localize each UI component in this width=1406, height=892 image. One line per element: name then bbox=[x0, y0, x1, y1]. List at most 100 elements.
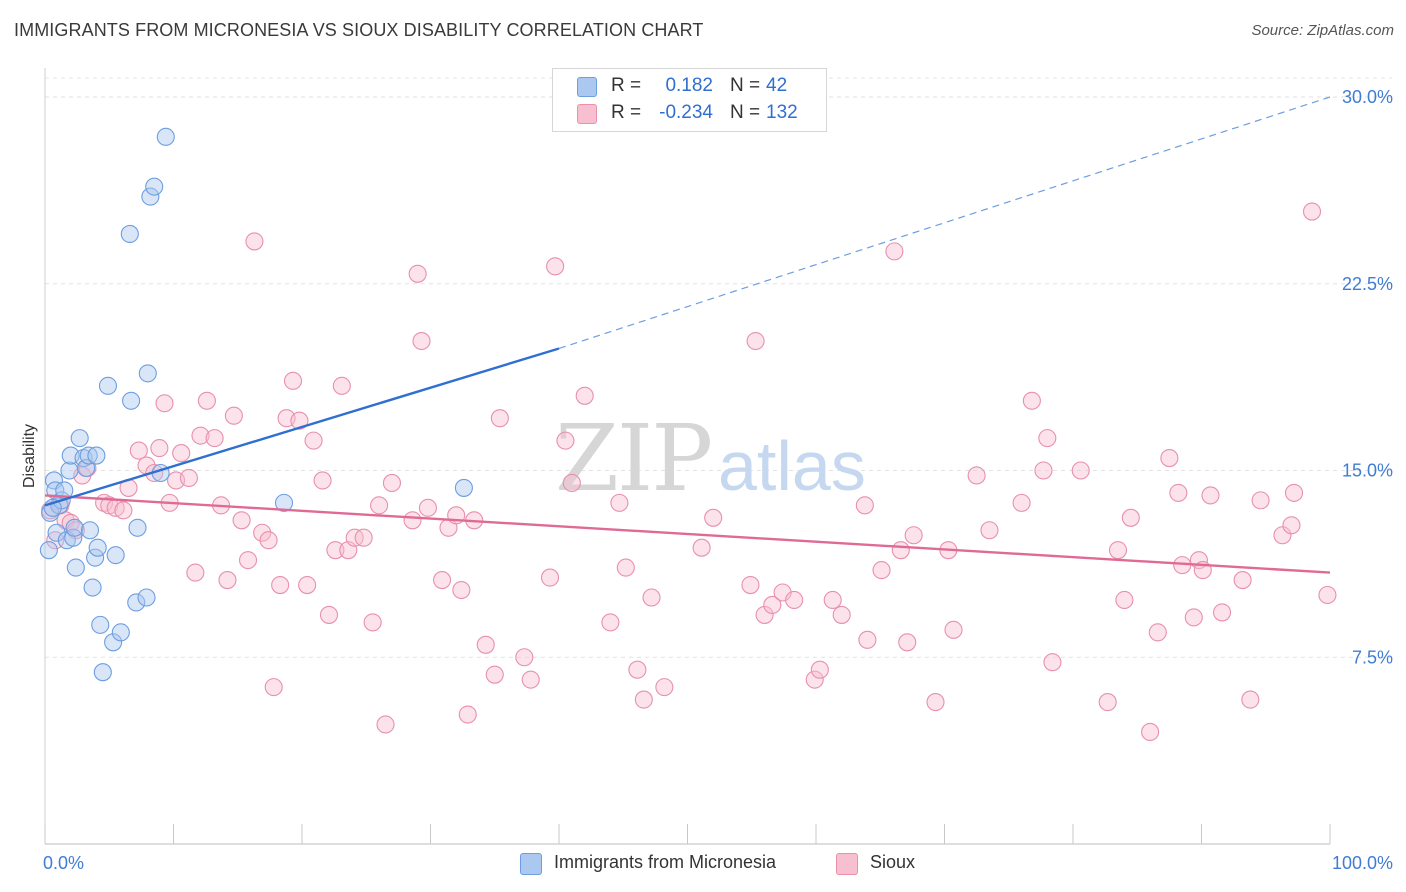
tick-labels: 7.5% 15.0% 22.5% 30.0% 0.0% 100.0% bbox=[43, 87, 1393, 873]
sioux-point bbox=[855, 496, 874, 515]
legend-item-micronesia[interactable]: Immigrants from Micronesia bbox=[520, 851, 810, 875]
sioux-point bbox=[1148, 623, 1167, 642]
micronesia-point bbox=[80, 521, 100, 540]
sioux-point bbox=[1022, 391, 1041, 410]
sioux-point bbox=[872, 561, 891, 580]
sioux-point bbox=[1273, 526, 1292, 545]
sioux-point bbox=[832, 605, 851, 624]
sioux-point bbox=[904, 526, 923, 545]
micronesia-point bbox=[274, 493, 294, 512]
sioux-point bbox=[326, 541, 345, 560]
sioux-legend-swatch bbox=[836, 853, 858, 875]
sioux-point bbox=[891, 541, 910, 560]
micronesia-point bbox=[98, 376, 118, 395]
r-label: R = bbox=[611, 75, 642, 96]
sioux-point bbox=[433, 571, 452, 590]
stats-row-micronesia: R = 0.182 N = 42 bbox=[553, 74, 826, 100]
n-value: 132 bbox=[766, 102, 798, 123]
sioux-point bbox=[642, 588, 661, 607]
sioux-point bbox=[746, 331, 765, 351]
sioux-point bbox=[1071, 461, 1090, 480]
sioux-point bbox=[1160, 448, 1179, 468]
micronesia-point bbox=[122, 391, 141, 410]
sioux-point bbox=[485, 665, 504, 684]
sioux-point bbox=[785, 590, 804, 610]
micronesia-point bbox=[128, 518, 147, 537]
micronesia-point bbox=[88, 538, 107, 557]
sioux-point bbox=[1038, 429, 1057, 448]
sioux-point bbox=[418, 498, 437, 517]
sioux-point bbox=[245, 232, 264, 251]
sioux-point bbox=[1318, 585, 1337, 605]
r-value: 0.182 bbox=[665, 75, 713, 96]
sioux-point bbox=[232, 511, 251, 530]
sioux-point bbox=[944, 620, 963, 639]
micronesia-trend-line bbox=[44, 347, 560, 507]
sioux-point bbox=[354, 528, 373, 547]
sioux-point bbox=[452, 580, 471, 600]
sioux-point bbox=[412, 331, 431, 351]
sioux-point bbox=[376, 715, 395, 734]
sioux-point bbox=[634, 690, 653, 709]
watermark: ZIP atlas bbox=[555, 405, 866, 512]
sioux-point bbox=[704, 508, 723, 527]
sioux-point bbox=[692, 538, 711, 557]
sioux-point bbox=[186, 563, 205, 582]
sioux-point bbox=[1034, 461, 1053, 480]
y-tick-label: 7.5% bbox=[1352, 647, 1393, 667]
sioux-point bbox=[655, 678, 674, 697]
sioux-point bbox=[264, 678, 283, 697]
r-value: -0.234 bbox=[659, 102, 713, 123]
sioux-point bbox=[403, 511, 422, 530]
sioux-point bbox=[172, 444, 191, 463]
sioux-point bbox=[980, 521, 999, 540]
sioux-point bbox=[179, 468, 198, 488]
sioux-point bbox=[805, 670, 824, 689]
y-tick-label: 15.0% bbox=[1342, 461, 1393, 481]
micronesia-point bbox=[60, 461, 79, 480]
sioux-point bbox=[1043, 653, 1062, 672]
sioux-point bbox=[114, 501, 133, 520]
sioux-point bbox=[741, 575, 760, 595]
sioux-point bbox=[1284, 483, 1304, 502]
sioux-point bbox=[610, 493, 629, 512]
sioux-point bbox=[129, 441, 148, 460]
micronesia-point bbox=[120, 224, 139, 243]
sioux-point bbox=[562, 473, 581, 493]
sioux-point bbox=[898, 633, 917, 652]
watermark-zip: ZIP bbox=[555, 405, 711, 512]
sioux-point bbox=[191, 426, 210, 445]
y-tick-label: 22.5% bbox=[1342, 274, 1393, 294]
sioux-point bbox=[926, 693, 945, 712]
micronesia-point bbox=[66, 558, 85, 577]
r-label: R = bbox=[611, 102, 642, 123]
micronesia-swatch bbox=[577, 77, 597, 97]
micronesia-point bbox=[87, 446, 106, 465]
sioux-point bbox=[858, 630, 877, 649]
sioux-point bbox=[601, 613, 620, 632]
stats-legend: R = 0.182 N = 42 R = -0.234 N = 132 bbox=[552, 68, 827, 132]
sioux-point bbox=[1233, 571, 1252, 590]
sioux-point bbox=[458, 705, 477, 724]
micronesia-point bbox=[65, 518, 84, 537]
sioux-point bbox=[363, 613, 382, 632]
n-label: N = bbox=[730, 102, 761, 123]
sioux-point bbox=[515, 648, 534, 667]
sioux-point bbox=[205, 429, 224, 448]
sioux-point bbox=[755, 605, 774, 624]
source-label: Source: ZipAtlas.com bbox=[1251, 22, 1394, 39]
micronesia-point bbox=[91, 615, 110, 634]
sioux-point bbox=[521, 670, 540, 689]
sioux-trend-line bbox=[44, 494, 1331, 574]
legend-label: Sioux bbox=[870, 852, 916, 872]
sioux-point bbox=[304, 431, 323, 450]
micronesia-point bbox=[127, 593, 146, 612]
sioux-point bbox=[1115, 590, 1134, 610]
micronesia-legend-swatch bbox=[520, 853, 542, 875]
sioux-point bbox=[1141, 722, 1160, 742]
micronesia-point bbox=[83, 578, 102, 597]
legend-item-sioux[interactable]: Sioux bbox=[836, 851, 936, 875]
sioux-point bbox=[150, 439, 169, 458]
stats-row-sioux: R = -0.234 N = 132 bbox=[553, 101, 826, 127]
